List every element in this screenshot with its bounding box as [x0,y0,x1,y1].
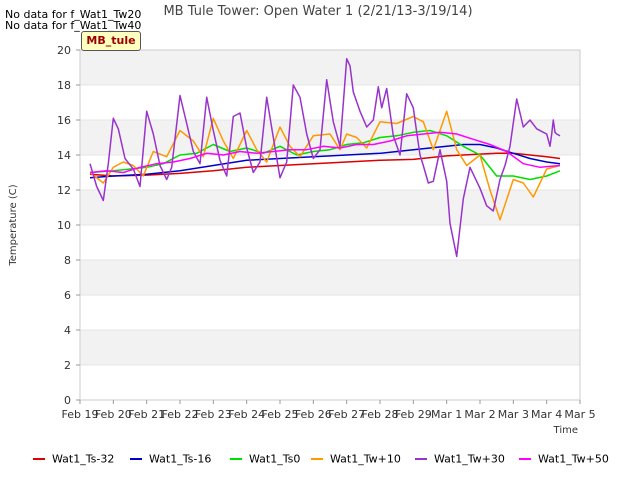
series-line-wat1-ts-16 [89,143,561,179]
y-tick-label: 18 [57,79,71,92]
x-tick-label: Feb 26 [295,408,332,421]
legend-item[interactable]: Wat1_Tw+30 [415,452,505,466]
plot-band-shaded [80,190,580,225]
x-tick-label: Feb 29 [395,408,432,421]
x-tick-label: Feb 25 [262,408,299,421]
plot-band-shaded [80,330,580,365]
chart-title: MB Tule Tower: Open Water 1 (2/21/13-3/1… [163,4,472,19]
y-tick-label: 6 [64,289,71,302]
x-axis-label: Time [553,425,578,436]
x-tick-label: Feb 28 [362,408,399,421]
x-tick-label: Feb 23 [195,408,232,421]
series-layer [89,58,561,258]
x-tick-label: Mar 5 [564,408,595,421]
legend-item[interactable]: Wat1_Tw+10 [311,452,401,466]
legend-label: Wat1_Ts-32 [52,452,115,466]
y-tick-label: 2 [64,359,71,372]
legend-swatch [33,458,45,460]
x-tick-label: Mar 2 [464,408,495,421]
legend-label: Wat1_Ts0 [249,452,301,466]
y-tick-label: 10 [57,219,71,232]
legend-label: Wat1_Tw+10 [330,452,401,466]
y-tick-label: 8 [64,254,71,267]
plot-band-shaded [80,260,580,295]
plot-bands [80,50,580,400]
plot-band [80,295,580,330]
x-tick-label: Feb 20 [95,408,132,421]
plot-band [80,155,580,190]
x-tick-label: Feb 24 [228,408,265,421]
x-tick-label: Feb 27 [328,408,365,421]
legend-label: Wat1_Ts-16 [149,452,212,466]
legend-swatch [230,458,242,460]
series-line-wat1-tw-50 [89,131,561,174]
y-axis-ticks: 0 2 4 6 8 10 12 14 16 18 20 [57,44,80,407]
series-line-wat1-tw-30 [89,58,561,258]
plot-band [80,225,580,260]
legend-swatch [415,458,427,460]
legend-item[interactable]: Wat1_Ts0 [230,452,300,466]
y-tick-label: 14 [57,149,71,162]
plot-band [80,365,580,400]
legend-item[interactable]: Wat1_Ts-32 [33,452,114,466]
legend-swatch [311,458,323,460]
legend-label: Wat1_Tw+30 [434,452,505,466]
legend-item[interactable]: Wat1_Ts-16 [130,452,211,466]
y-tick-label: 4 [64,324,71,337]
x-tick-label: Feb 21 [128,408,165,421]
y-tick-label: 20 [57,44,71,57]
x-tick-label: Feb 22 [162,408,199,421]
legend-swatch [130,458,142,460]
plot-band-shaded [80,50,580,85]
legend: Wat1_Ts-32 Wat1_Ts-16 Wat1_Ts0 Wat1_Tw+10 Wa… [0,452,640,470]
y-tick-label: 0 [64,394,71,407]
x-tick-label: Mar 4 [531,408,562,421]
x-tick-label: Mar 3 [498,408,529,421]
no-data-note-tw20: No data for f_Wat1_Tw20 [5,8,142,21]
no-data-note-tw40: No data for f_Wat1_Tw40 [5,19,142,32]
y-axis-label: Temperature (C) [8,184,19,266]
x-tick-label: Feb 19 [62,408,99,421]
y-tick-label: 12 [57,184,71,197]
y-tick-label: 16 [57,114,71,127]
site-badge: MB_tule [81,31,141,51]
legend-item[interactable]: Wat1_Tw+50 [519,452,609,466]
series-line-wat1-ts0 [89,129,561,181]
legend-swatch [519,458,531,460]
legend-label: Wat1_Tw+50 [538,452,609,466]
x-tick-label: Mar 1 [431,408,462,421]
